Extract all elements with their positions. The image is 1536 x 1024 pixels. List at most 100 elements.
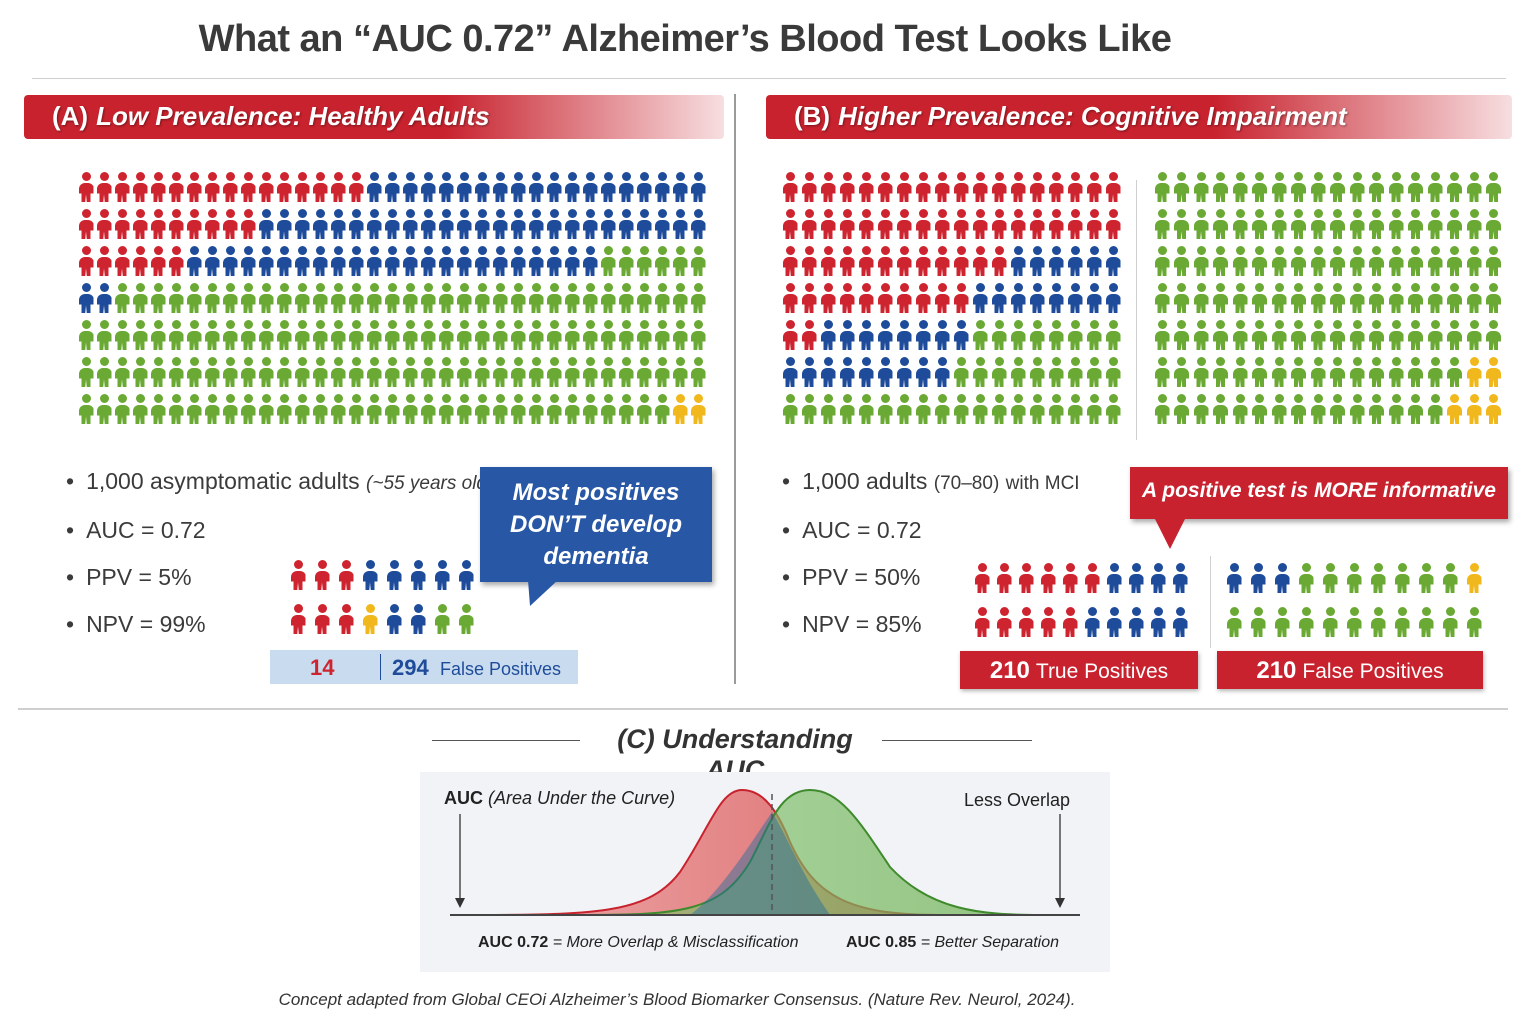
person-icon bbox=[1425, 394, 1445, 424]
green-distribution bbox=[579, 788, 1041, 916]
person-icon bbox=[562, 394, 582, 424]
person-icon bbox=[799, 357, 819, 387]
person-icon bbox=[688, 246, 708, 276]
person-icon bbox=[1367, 357, 1387, 387]
person-icon bbox=[1367, 209, 1387, 239]
person-icon bbox=[408, 604, 428, 634]
person-icon bbox=[1172, 283, 1192, 313]
person-icon bbox=[1445, 357, 1465, 387]
person-icon bbox=[688, 172, 708, 202]
person-icon bbox=[1038, 563, 1058, 593]
person-icon bbox=[400, 246, 420, 276]
panel-a-callout-line-3: dementia bbox=[543, 543, 649, 570]
person-icon bbox=[1347, 172, 1367, 202]
person-icon bbox=[634, 246, 654, 276]
person-icon bbox=[184, 357, 204, 387]
person-icon bbox=[970, 394, 990, 424]
person-icon bbox=[1027, 320, 1047, 350]
person-icon bbox=[1445, 283, 1465, 313]
person-icon bbox=[1269, 283, 1289, 313]
person-icon bbox=[382, 283, 402, 313]
person-icon bbox=[1172, 246, 1192, 276]
auc-right-label: Less Overlap bbox=[964, 790, 1071, 810]
person-icon bbox=[1046, 246, 1066, 276]
person-icon bbox=[1191, 320, 1211, 350]
person-icon bbox=[184, 394, 204, 424]
person-icon bbox=[837, 320, 857, 350]
person-icon bbox=[1406, 246, 1426, 276]
page-title: What an “AUC 0.72” Alzheimer’s Blood Tes… bbox=[198, 18, 1172, 60]
person-icon bbox=[856, 320, 876, 350]
person-icon bbox=[1406, 394, 1426, 424]
person-icon bbox=[994, 607, 1014, 637]
person-icon bbox=[526, 246, 546, 276]
person-icon bbox=[490, 283, 510, 313]
person-icon bbox=[130, 283, 150, 313]
person-icon bbox=[1308, 394, 1328, 424]
person-icon bbox=[670, 320, 690, 350]
person-icon bbox=[1308, 246, 1328, 276]
person-icon bbox=[382, 357, 402, 387]
person-icon bbox=[1416, 607, 1436, 637]
person-icon bbox=[1103, 394, 1123, 424]
person-icon bbox=[202, 209, 222, 239]
auc-left-label: AUC (Area Under the Curve) bbox=[444, 788, 675, 809]
person-icon bbox=[166, 283, 186, 313]
person-icon bbox=[508, 172, 528, 202]
person-icon bbox=[436, 283, 456, 313]
person-icon bbox=[1211, 172, 1231, 202]
person-icon bbox=[670, 394, 690, 424]
person-icon bbox=[1211, 246, 1231, 276]
auc-caption-left-text: = More Overlap & Misclassification bbox=[552, 934, 799, 951]
person-icon bbox=[238, 172, 258, 202]
person-icon bbox=[1191, 246, 1211, 276]
person-icon bbox=[1367, 394, 1387, 424]
person-icon bbox=[972, 563, 992, 593]
person-icon bbox=[799, 246, 819, 276]
panel-b-healthy-grid bbox=[1152, 172, 1503, 424]
person-icon bbox=[1038, 607, 1058, 637]
person-icon bbox=[382, 172, 402, 202]
person-icon bbox=[818, 320, 838, 350]
person-icon bbox=[1250, 394, 1270, 424]
person-icon bbox=[238, 357, 258, 387]
person-icon bbox=[130, 172, 150, 202]
panel-b-label: (B) bbox=[794, 101, 831, 131]
person-icon bbox=[274, 394, 294, 424]
person-icon bbox=[616, 320, 636, 350]
panel-a-banner: (A) Low Prevalence: Healthy Adults bbox=[24, 95, 724, 139]
person-icon bbox=[1464, 607, 1484, 637]
person-icon bbox=[184, 172, 204, 202]
person-icon bbox=[616, 209, 636, 239]
auc-caption-left-bold: AUC 0.72 bbox=[478, 934, 549, 951]
panel-divider bbox=[734, 94, 736, 684]
panel-a-bar-divider bbox=[380, 654, 381, 680]
person-icon bbox=[1308, 283, 1328, 313]
person-icon bbox=[1250, 320, 1270, 350]
person-icon bbox=[913, 246, 933, 276]
person-icon bbox=[1250, 246, 1270, 276]
person-icon bbox=[328, 394, 348, 424]
person-icon bbox=[220, 320, 240, 350]
person-icon bbox=[856, 209, 876, 239]
person-icon bbox=[1445, 172, 1465, 202]
panel-b-stat-population: 1,000 adults (70–80) with MCI bbox=[782, 458, 1080, 507]
person-icon bbox=[875, 283, 895, 313]
person-icon bbox=[1425, 209, 1445, 239]
person-icon bbox=[1250, 357, 1270, 387]
panel-a-callout: Most positives DON’T develop dementia bbox=[480, 467, 712, 582]
person-icon bbox=[1084, 320, 1104, 350]
person-icon bbox=[256, 320, 276, 350]
person-icon bbox=[598, 357, 618, 387]
person-icon bbox=[951, 283, 971, 313]
person-icon bbox=[364, 357, 384, 387]
panel-b-stat-ppv: PPV = 50% bbox=[782, 554, 1080, 601]
person-icon bbox=[1172, 394, 1192, 424]
person-icon bbox=[1027, 246, 1047, 276]
person-icon bbox=[1464, 357, 1484, 387]
person-icon bbox=[544, 394, 564, 424]
person-icon bbox=[400, 172, 420, 202]
person-icon bbox=[220, 172, 240, 202]
person-icon bbox=[1172, 172, 1192, 202]
person-icon bbox=[76, 209, 96, 239]
